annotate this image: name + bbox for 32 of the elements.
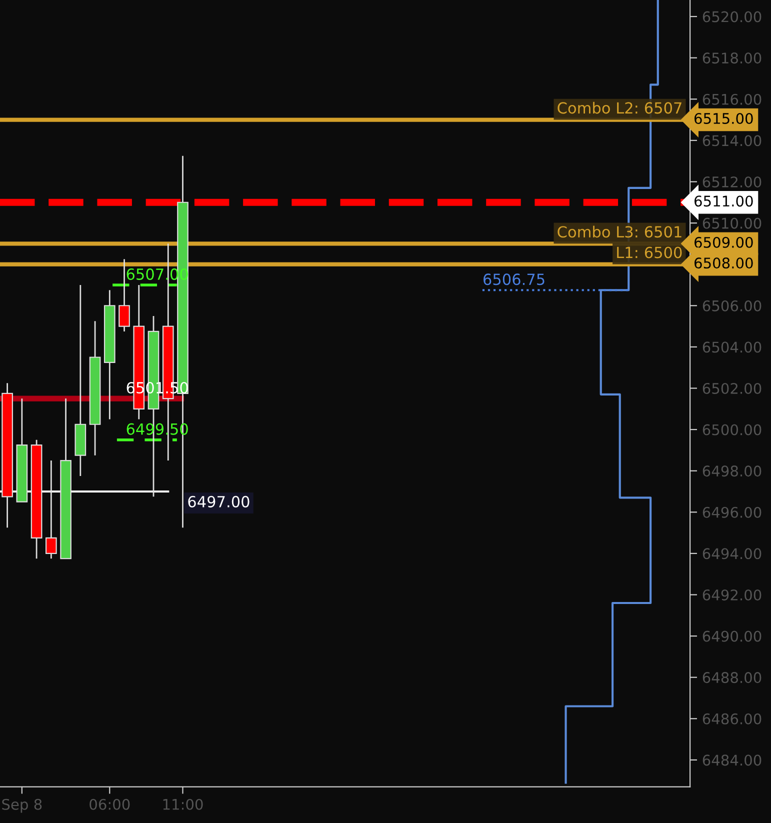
y-tick-label: 6500.00 [702, 424, 762, 436]
ref-line-label: 6511.00 [694, 196, 753, 207]
y-tick-label: 6498.00 [702, 466, 762, 477]
y-tick-label: 6516.00 [702, 94, 762, 105]
x-tick-label: Sep 8 [2, 798, 42, 813]
y-tick-label: 6484.00 [702, 754, 762, 766]
y-tick-label: 6492.00 [702, 589, 762, 600]
y-tick-label: 6490.00 [702, 630, 762, 642]
y-tick-label: 6504.00 [702, 342, 762, 353]
annotation: L1: 6500 [617, 246, 682, 258]
annotation: Combo L3: 6501 [558, 226, 682, 238]
y-tick-label: 6506.00 [702, 300, 762, 312]
annotation: Combo L2: 6507 [558, 102, 682, 114]
y-tick-label: 6520.00 [702, 11, 762, 22]
x-tick-label: 06:00 [90, 798, 130, 810]
ref-line-label: 6515.00 [694, 112, 753, 124]
y-tick-label: 6496.00 [702, 506, 762, 518]
candlestick [45, 460, 57, 560]
y-tick-label: 6510.00 [702, 218, 762, 229]
ref-line-label: 6509.00 [694, 236, 753, 248]
y-tick-label: 6488.00 [702, 672, 762, 684]
y-tick-label: 6518.00 [702, 52, 762, 64]
y-tick-label: 6494.00 [702, 548, 762, 560]
x-tick-label: 11:00 [163, 798, 203, 810]
y-tick-label: 6486.00 [702, 713, 762, 724]
y-tick-label: 6512.00 [702, 176, 762, 188]
annotation: 6497.00 [188, 496, 250, 508]
y-tick-label: 6514.00 [702, 135, 762, 146]
annotation: 6501.50 [126, 382, 188, 394]
annotation: 6506.75 [484, 274, 544, 286]
y-tick-label: 6502.00 [702, 382, 762, 394]
ref-line-label: 6508.00 [694, 258, 753, 269]
